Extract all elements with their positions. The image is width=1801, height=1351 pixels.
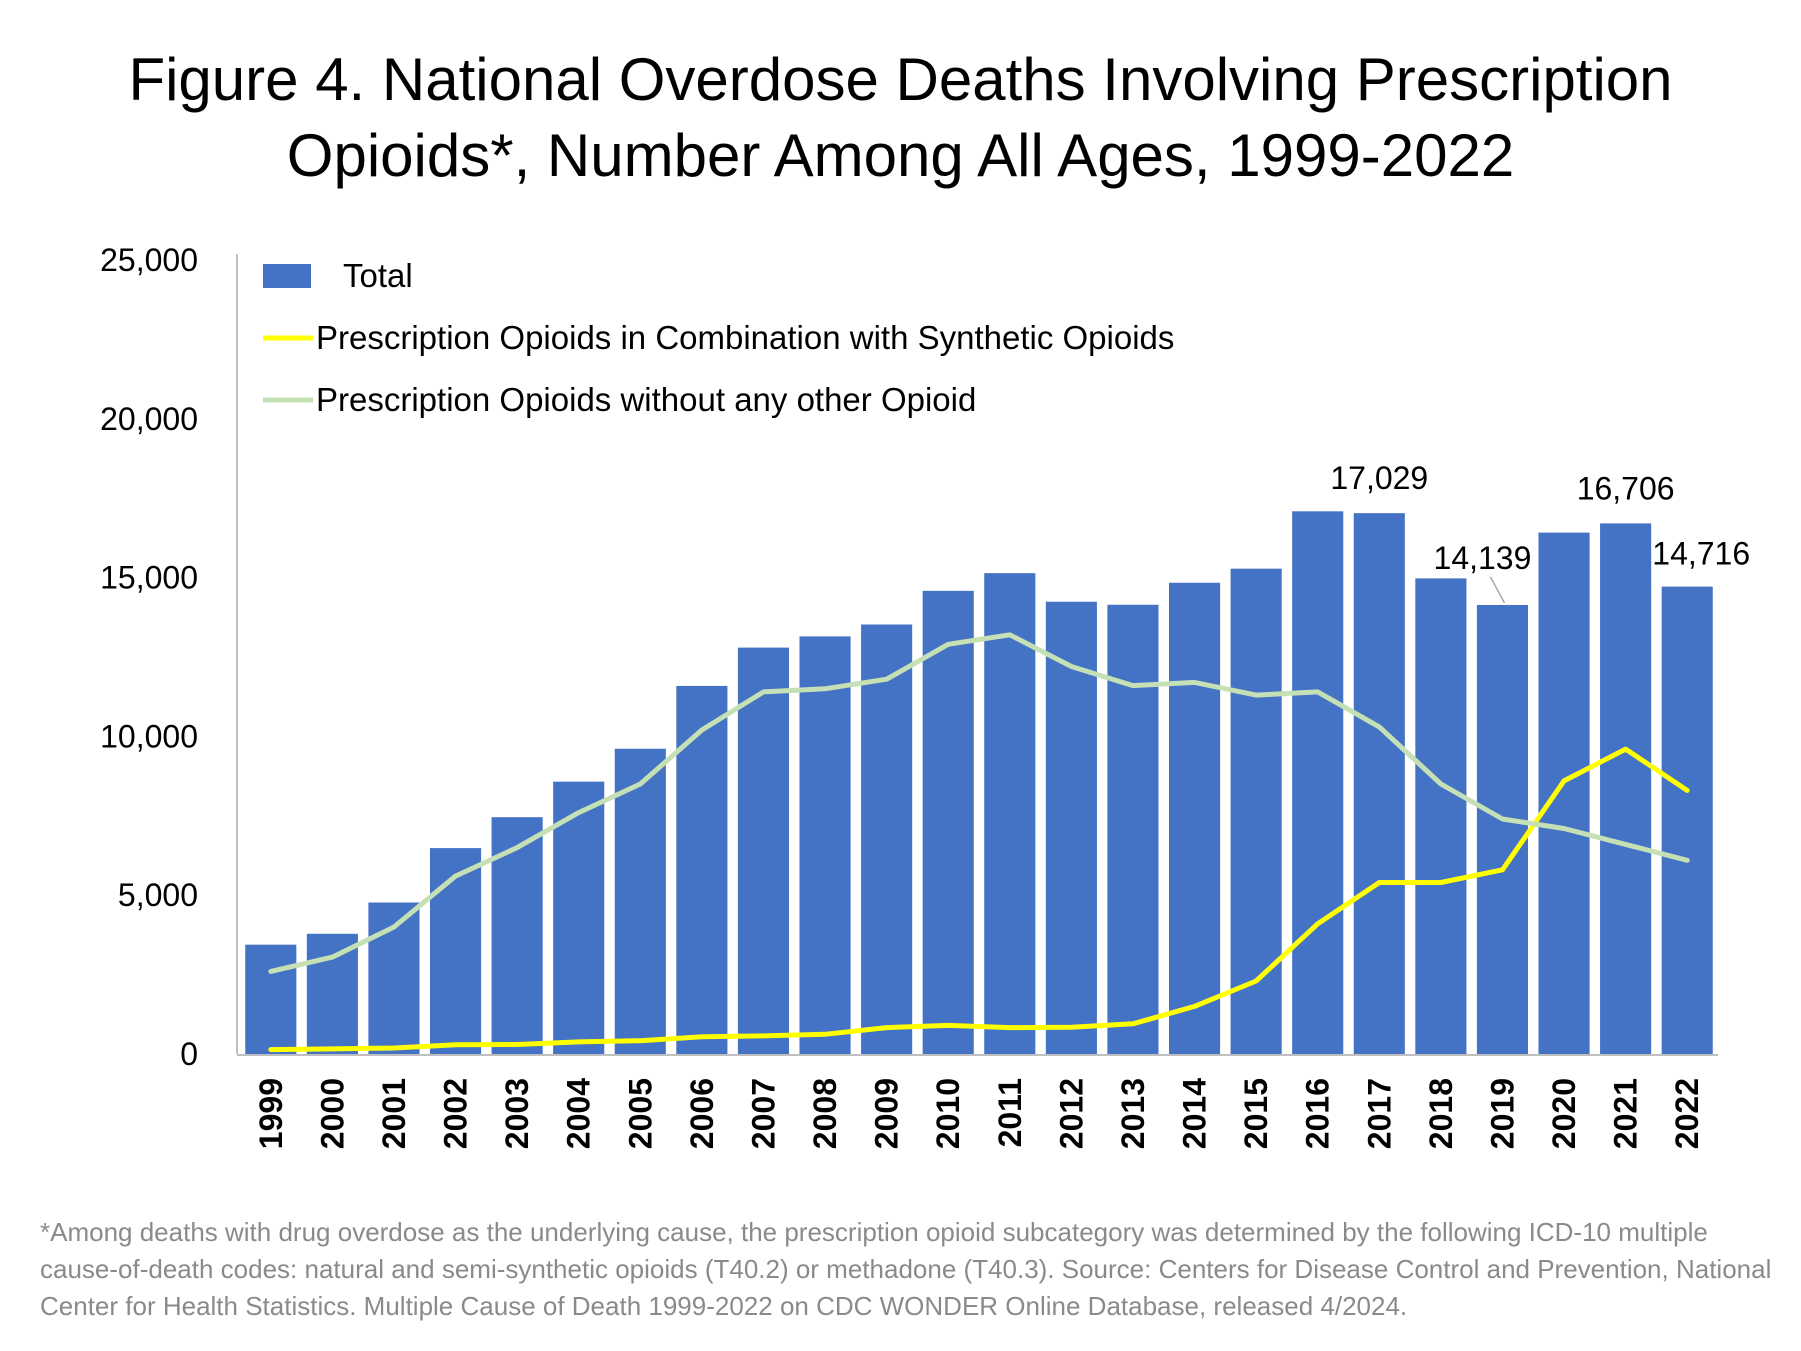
x-tick-label: 2021 — [1608, 1078, 1644, 1149]
y-axis-labels: 0 5,000 10,000 15,000 20,000 25,000 — [100, 242, 198, 1072]
bar-total-2011 — [984, 573, 1036, 1054]
data-label-2019: 14,139 — [1434, 540, 1532, 576]
y-tick-label: 25,000 — [100, 242, 198, 278]
bar-total-2020 — [1538, 532, 1590, 1054]
line-combination-synthetic — [268, 746, 1690, 1053]
chart-plot: 0 5,000 10,000 15,000 20,000 25,000 1999 2000 2… — [100, 242, 1750, 1149]
legend-swatch-box — [263, 264, 311, 288]
footnote: *Among deaths with drug overdose as the … — [40, 1217, 1772, 1321]
chart-title: Figure 4. National Overdose Deaths Invol… — [0, 42, 1801, 194]
bar-total-2017 — [1353, 513, 1405, 1054]
legend: Total Prescription Opioids in Combination… — [263, 257, 1174, 418]
x-tick-label: 2014 — [1177, 1078, 1213, 1149]
legend-item: Total — [263, 257, 413, 294]
y-tick-label: 20,000 — [100, 401, 198, 437]
legend-item: Prescription Opioids in Combination with… — [263, 319, 1174, 356]
bar-total-2008 — [799, 636, 851, 1054]
x-tick-label: 2003 — [499, 1078, 535, 1149]
bar-total-2003 — [491, 817, 543, 1054]
legend-label: Total — [343, 257, 413, 294]
x-tick-label: 2009 — [869, 1078, 905, 1149]
bar-total-1999 — [245, 944, 297, 1054]
y-tick-label: 15,000 — [100, 560, 198, 596]
x-tick-label: 1999 — [253, 1078, 289, 1149]
x-tick-label: 2011 — [992, 1078, 1028, 1147]
bar-total-2013 — [1107, 604, 1159, 1054]
y-tick-label: 0 — [180, 1036, 198, 1072]
data-label-2021: 16,706 — [1577, 470, 1675, 506]
bar-total-2012 — [1045, 601, 1097, 1054]
bar-total-2002 — [429, 848, 482, 1054]
series-lines — [268, 632, 1690, 1053]
x-axis-labels: 1999 2000 2001 2002 2003 2004 2005 2006 2007 2008… — [253, 1078, 1705, 1149]
bar-total-2021 — [1600, 523, 1652, 1054]
x-tick-label: 2001 — [376, 1078, 412, 1149]
x-tick-label: 2017 — [1361, 1078, 1397, 1149]
y-tick-label: 5,000 — [118, 877, 198, 913]
bar-total-2019 — [1476, 604, 1529, 1054]
x-tick-label: 2022 — [1669, 1078, 1705, 1149]
x-tick-label: 2019 — [1484, 1078, 1520, 1149]
x-tick-label: 2002 — [438, 1078, 474, 1149]
bar-total-2010 — [922, 590, 974, 1054]
legend-item: Prescription Opioids without any other O… — [263, 381, 976, 418]
data-label-2017: 17,029 — [1330, 460, 1428, 496]
x-tick-label: 2012 — [1053, 1078, 1089, 1149]
legend-label: Prescription Opioids in Combination with… — [316, 319, 1174, 356]
data-label-2022: 14,716 — [1652, 536, 1750, 572]
bar-total-2004 — [553, 781, 605, 1054]
legend-label: Prescription Opioids without any other O… — [316, 381, 976, 418]
x-tick-label: 2008 — [807, 1078, 843, 1149]
chart-title-line-2: Opioids*, Number Among All Ages, 1999-20… — [286, 122, 1515, 189]
bar-total-2022 — [1661, 586, 1713, 1054]
x-tick-label: 2006 — [684, 1078, 720, 1149]
x-tick-label: 2018 — [1423, 1078, 1459, 1149]
x-tick-label: 2013 — [1115, 1078, 1151, 1149]
bar-total-2016 — [1292, 511, 1344, 1054]
bar-total-2000 — [306, 933, 358, 1054]
bar-total-2018 — [1415, 578, 1467, 1054]
x-tick-label: 2015 — [1238, 1078, 1274, 1149]
x-tick-label: 2004 — [561, 1078, 597, 1149]
bar-total-2015 — [1230, 568, 1282, 1054]
x-tick-label: 2010 — [930, 1078, 966, 1149]
bar-total-2014 — [1168, 582, 1221, 1054]
data-label-leader — [1489, 576, 1506, 604]
x-tick-label: 2020 — [1546, 1078, 1582, 1149]
bar-total-2007 — [737, 647, 790, 1054]
x-tick-label: 2000 — [314, 1078, 350, 1149]
bar-total-2009 — [861, 624, 913, 1054]
line-without-other-opioid — [268, 632, 1690, 974]
x-tick-label: 2007 — [745, 1078, 781, 1149]
x-tick-label: 2005 — [622, 1078, 658, 1149]
bar-total-2005 — [614, 748, 666, 1054]
axes — [236, 254, 1718, 1056]
x-tick-label: 2016 — [1300, 1078, 1336, 1149]
bars — [245, 511, 1713, 1054]
y-tick-label: 10,000 — [100, 718, 198, 754]
chart-title-line-1: Figure 4. National Overdose Deaths Invol… — [128, 46, 1673, 113]
bar-total-2006 — [676, 685, 728, 1054]
data-labels: 17,029 14,139 16,706 14,716 — [1330, 460, 1750, 604]
